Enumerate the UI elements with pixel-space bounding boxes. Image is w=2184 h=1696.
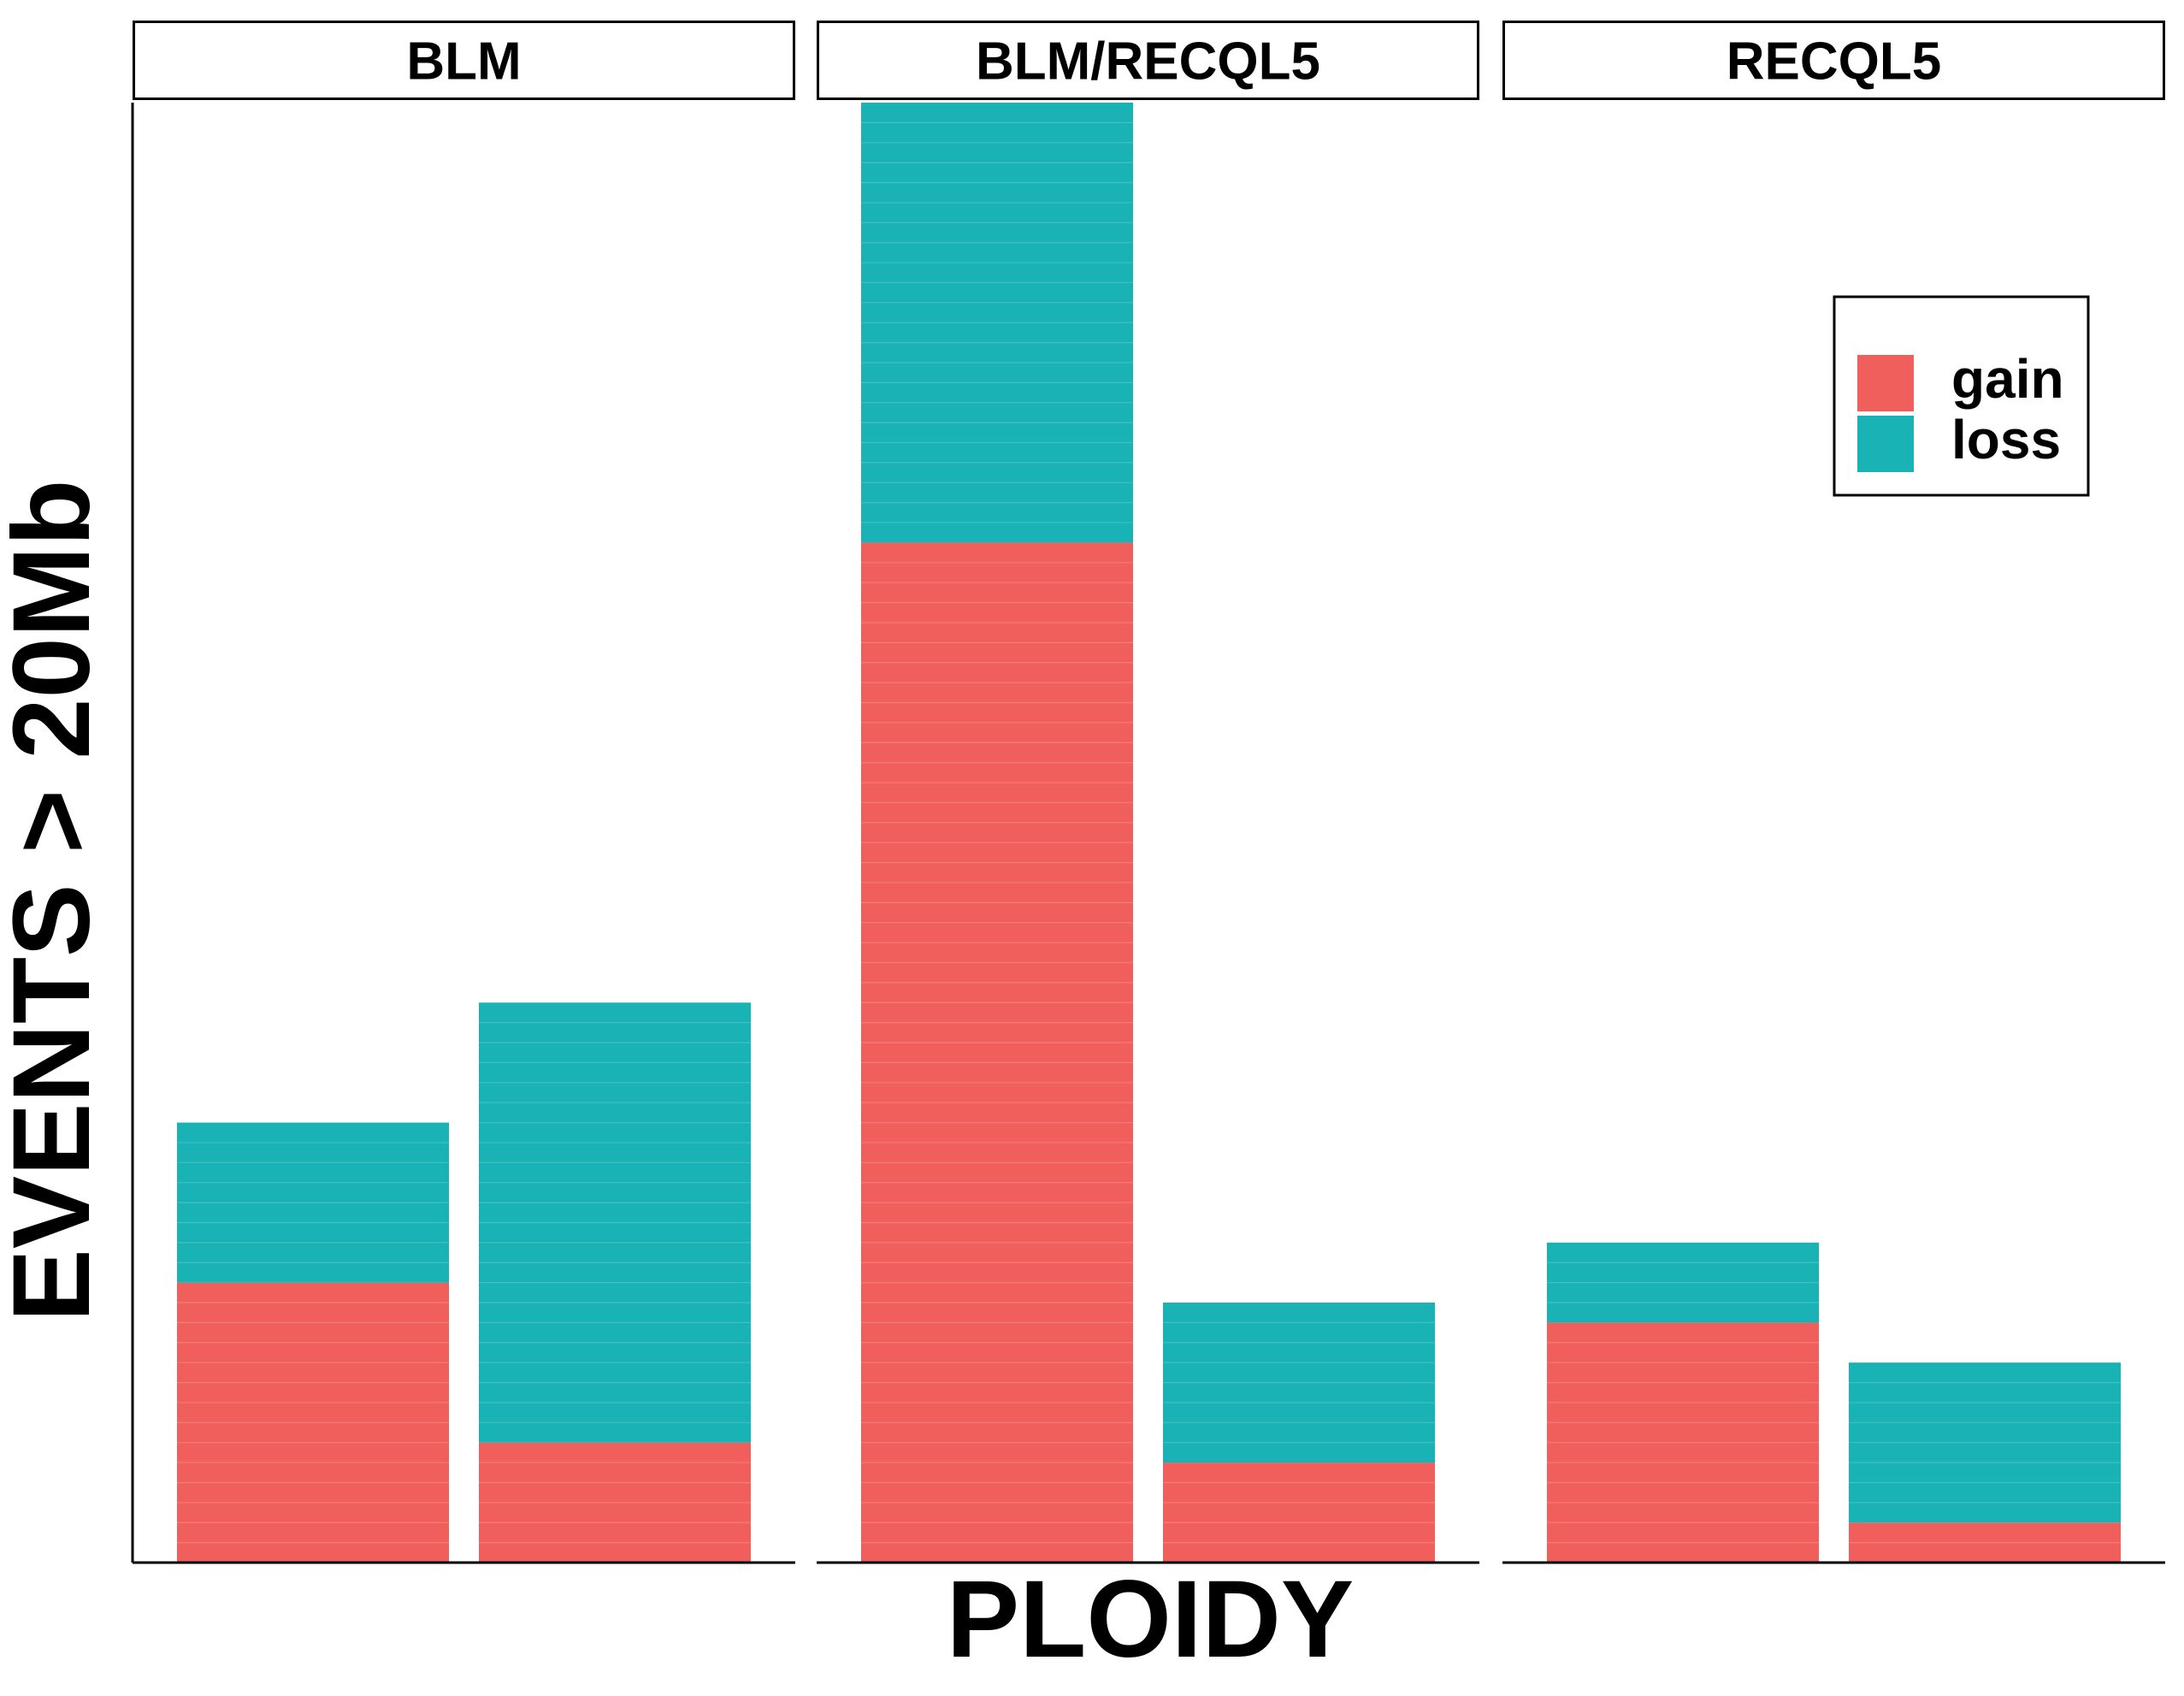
x-axis-title: PLOIDY	[947, 1558, 1355, 1681]
bar-gain-segment	[1547, 1322, 1819, 1563]
chart-panels: BLM BLM/RECQL5 RECQL5	[131, 21, 2165, 1564]
bar-gain-segment	[479, 1442, 751, 1563]
bar-stack	[861, 103, 1133, 1563]
bar-stack	[177, 1122, 449, 1563]
bar-loss-segment	[177, 1122, 449, 1283]
facet-strip	[1502, 21, 2165, 100]
legend-swatch	[1857, 416, 1914, 472]
facet-strip	[817, 21, 1479, 100]
bar-loss-segment	[1163, 1303, 1435, 1463]
facet-strip-label: BLM/RECQL5	[976, 33, 1320, 92]
panel-3: RECQL5	[1502, 21, 2165, 1564]
facet-strip-label: BLM	[406, 33, 521, 92]
legend-label: gain	[1951, 348, 2064, 410]
legend-item-loss: loss	[1857, 409, 2061, 472]
legend-label: loss	[1951, 409, 2061, 470]
bar-stack	[1547, 1242, 1819, 1563]
bar-stack	[479, 1002, 751, 1563]
legend-swatch	[1857, 355, 1914, 411]
bar-loss-segment	[1849, 1362, 2121, 1523]
bar-loss-segment	[861, 103, 1133, 543]
bar-stack	[1849, 1362, 2121, 1563]
bar-gain-segment	[1163, 1463, 1435, 1563]
bar-gain-segment	[861, 542, 1133, 1563]
legend-item-gain: gain	[1857, 348, 2064, 411]
bar-gain-segment	[177, 1282, 449, 1563]
bar-loss-segment	[479, 1002, 751, 1443]
panel-2: BLM/RECQL5	[817, 21, 1479, 1564]
facet-strip	[133, 21, 795, 100]
bar-stack	[1163, 1303, 1435, 1563]
facet-strip-label: RECQL5	[1727, 33, 1941, 92]
panel-1: BLM	[131, 21, 795, 1564]
bar-loss-segment	[1547, 1242, 1819, 1323]
bar-gain-segment	[1849, 1522, 2121, 1563]
y-axis-title: EVENTS > 20Mb	[0, 479, 113, 1321]
